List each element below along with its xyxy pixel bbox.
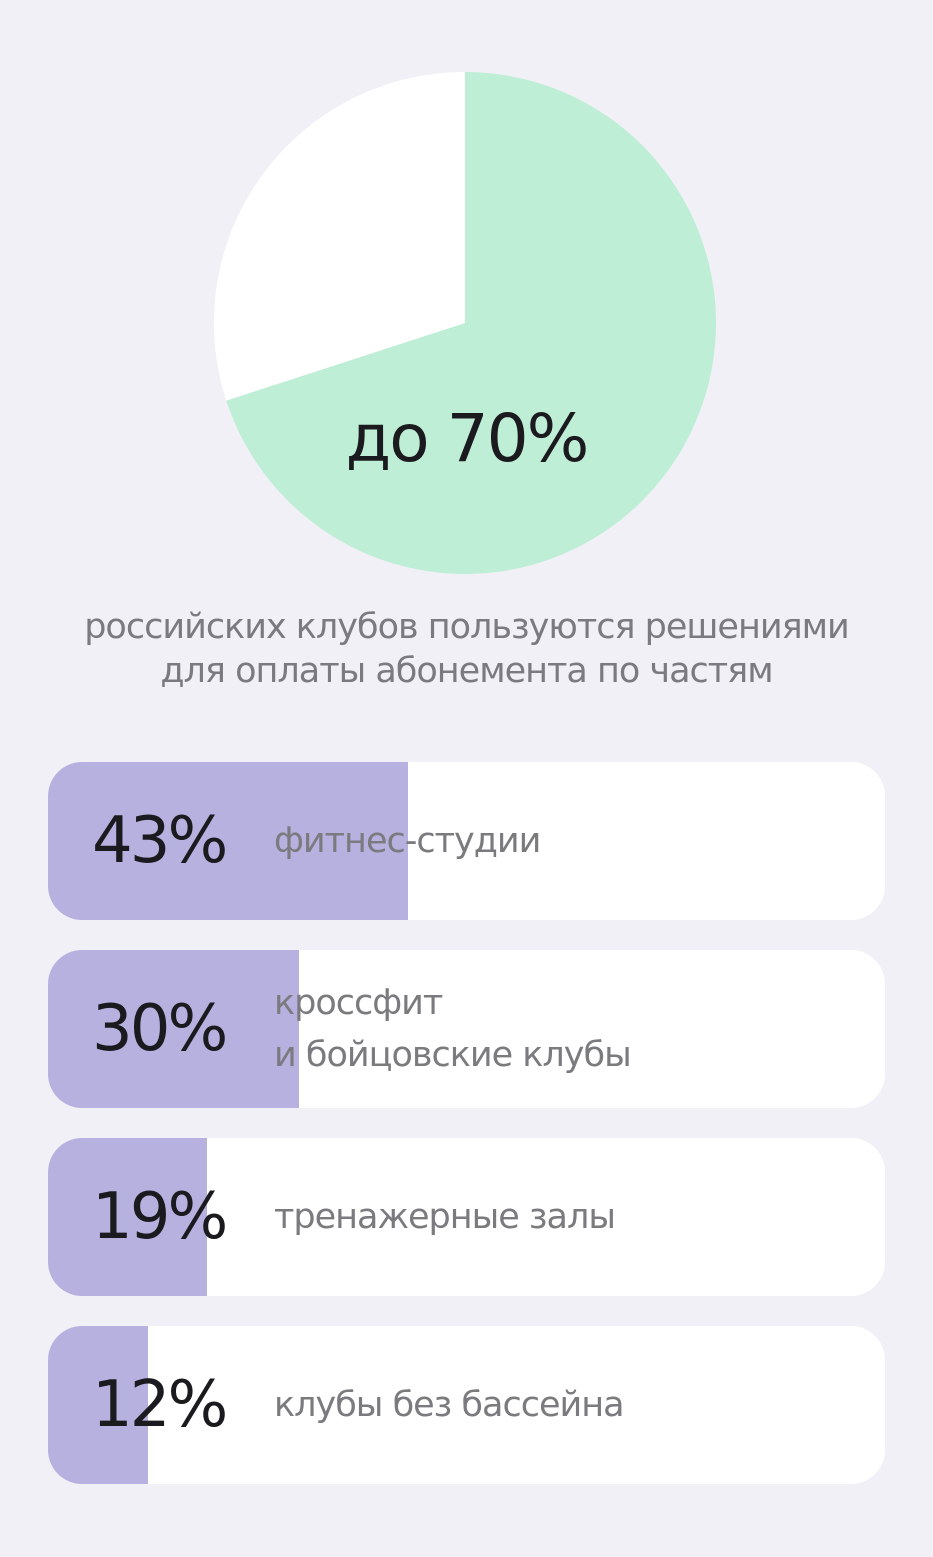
bar-category-label: клубы без бассейна bbox=[274, 1385, 625, 1425]
bar-category-label: фитнес-студии bbox=[274, 821, 541, 861]
bar-value-label: 19% bbox=[92, 1180, 228, 1254]
pie-center-label: до 70% bbox=[345, 400, 590, 477]
bar-chart: 43% фитнес-студии 30% кроссфит и бойцовс… bbox=[48, 762, 885, 1514]
bar-category-label: тренажерные залы bbox=[274, 1197, 616, 1237]
bar-fill bbox=[48, 1326, 149, 1484]
bar-value-label: 12% bbox=[92, 1368, 228, 1442]
bar-fill bbox=[48, 762, 408, 920]
bar-fill bbox=[48, 950, 300, 1108]
bar-fill bbox=[48, 1138, 208, 1296]
bar-row: 30% кроссфит и бойцовские клубы bbox=[48, 950, 885, 1108]
pie-slice-1 bbox=[213, 72, 465, 401]
bar-row: 43% фитнес-студии bbox=[48, 762, 885, 920]
bar-value-label: 43% bbox=[92, 804, 228, 878]
pie-slice-0 bbox=[226, 72, 717, 574]
bar-value-label: 30% bbox=[92, 992, 228, 1066]
bar-row: 12% клубы без бассейна bbox=[48, 1326, 885, 1484]
pie-caption: российских клубов пользуются решениями д… bbox=[84, 607, 850, 691]
bar-category-label: кроссфит и бойцовские клубы bbox=[274, 983, 632, 1075]
bar-row: 19% тренажерные залы bbox=[48, 1138, 885, 1296]
pie-chart bbox=[213, 72, 717, 574]
